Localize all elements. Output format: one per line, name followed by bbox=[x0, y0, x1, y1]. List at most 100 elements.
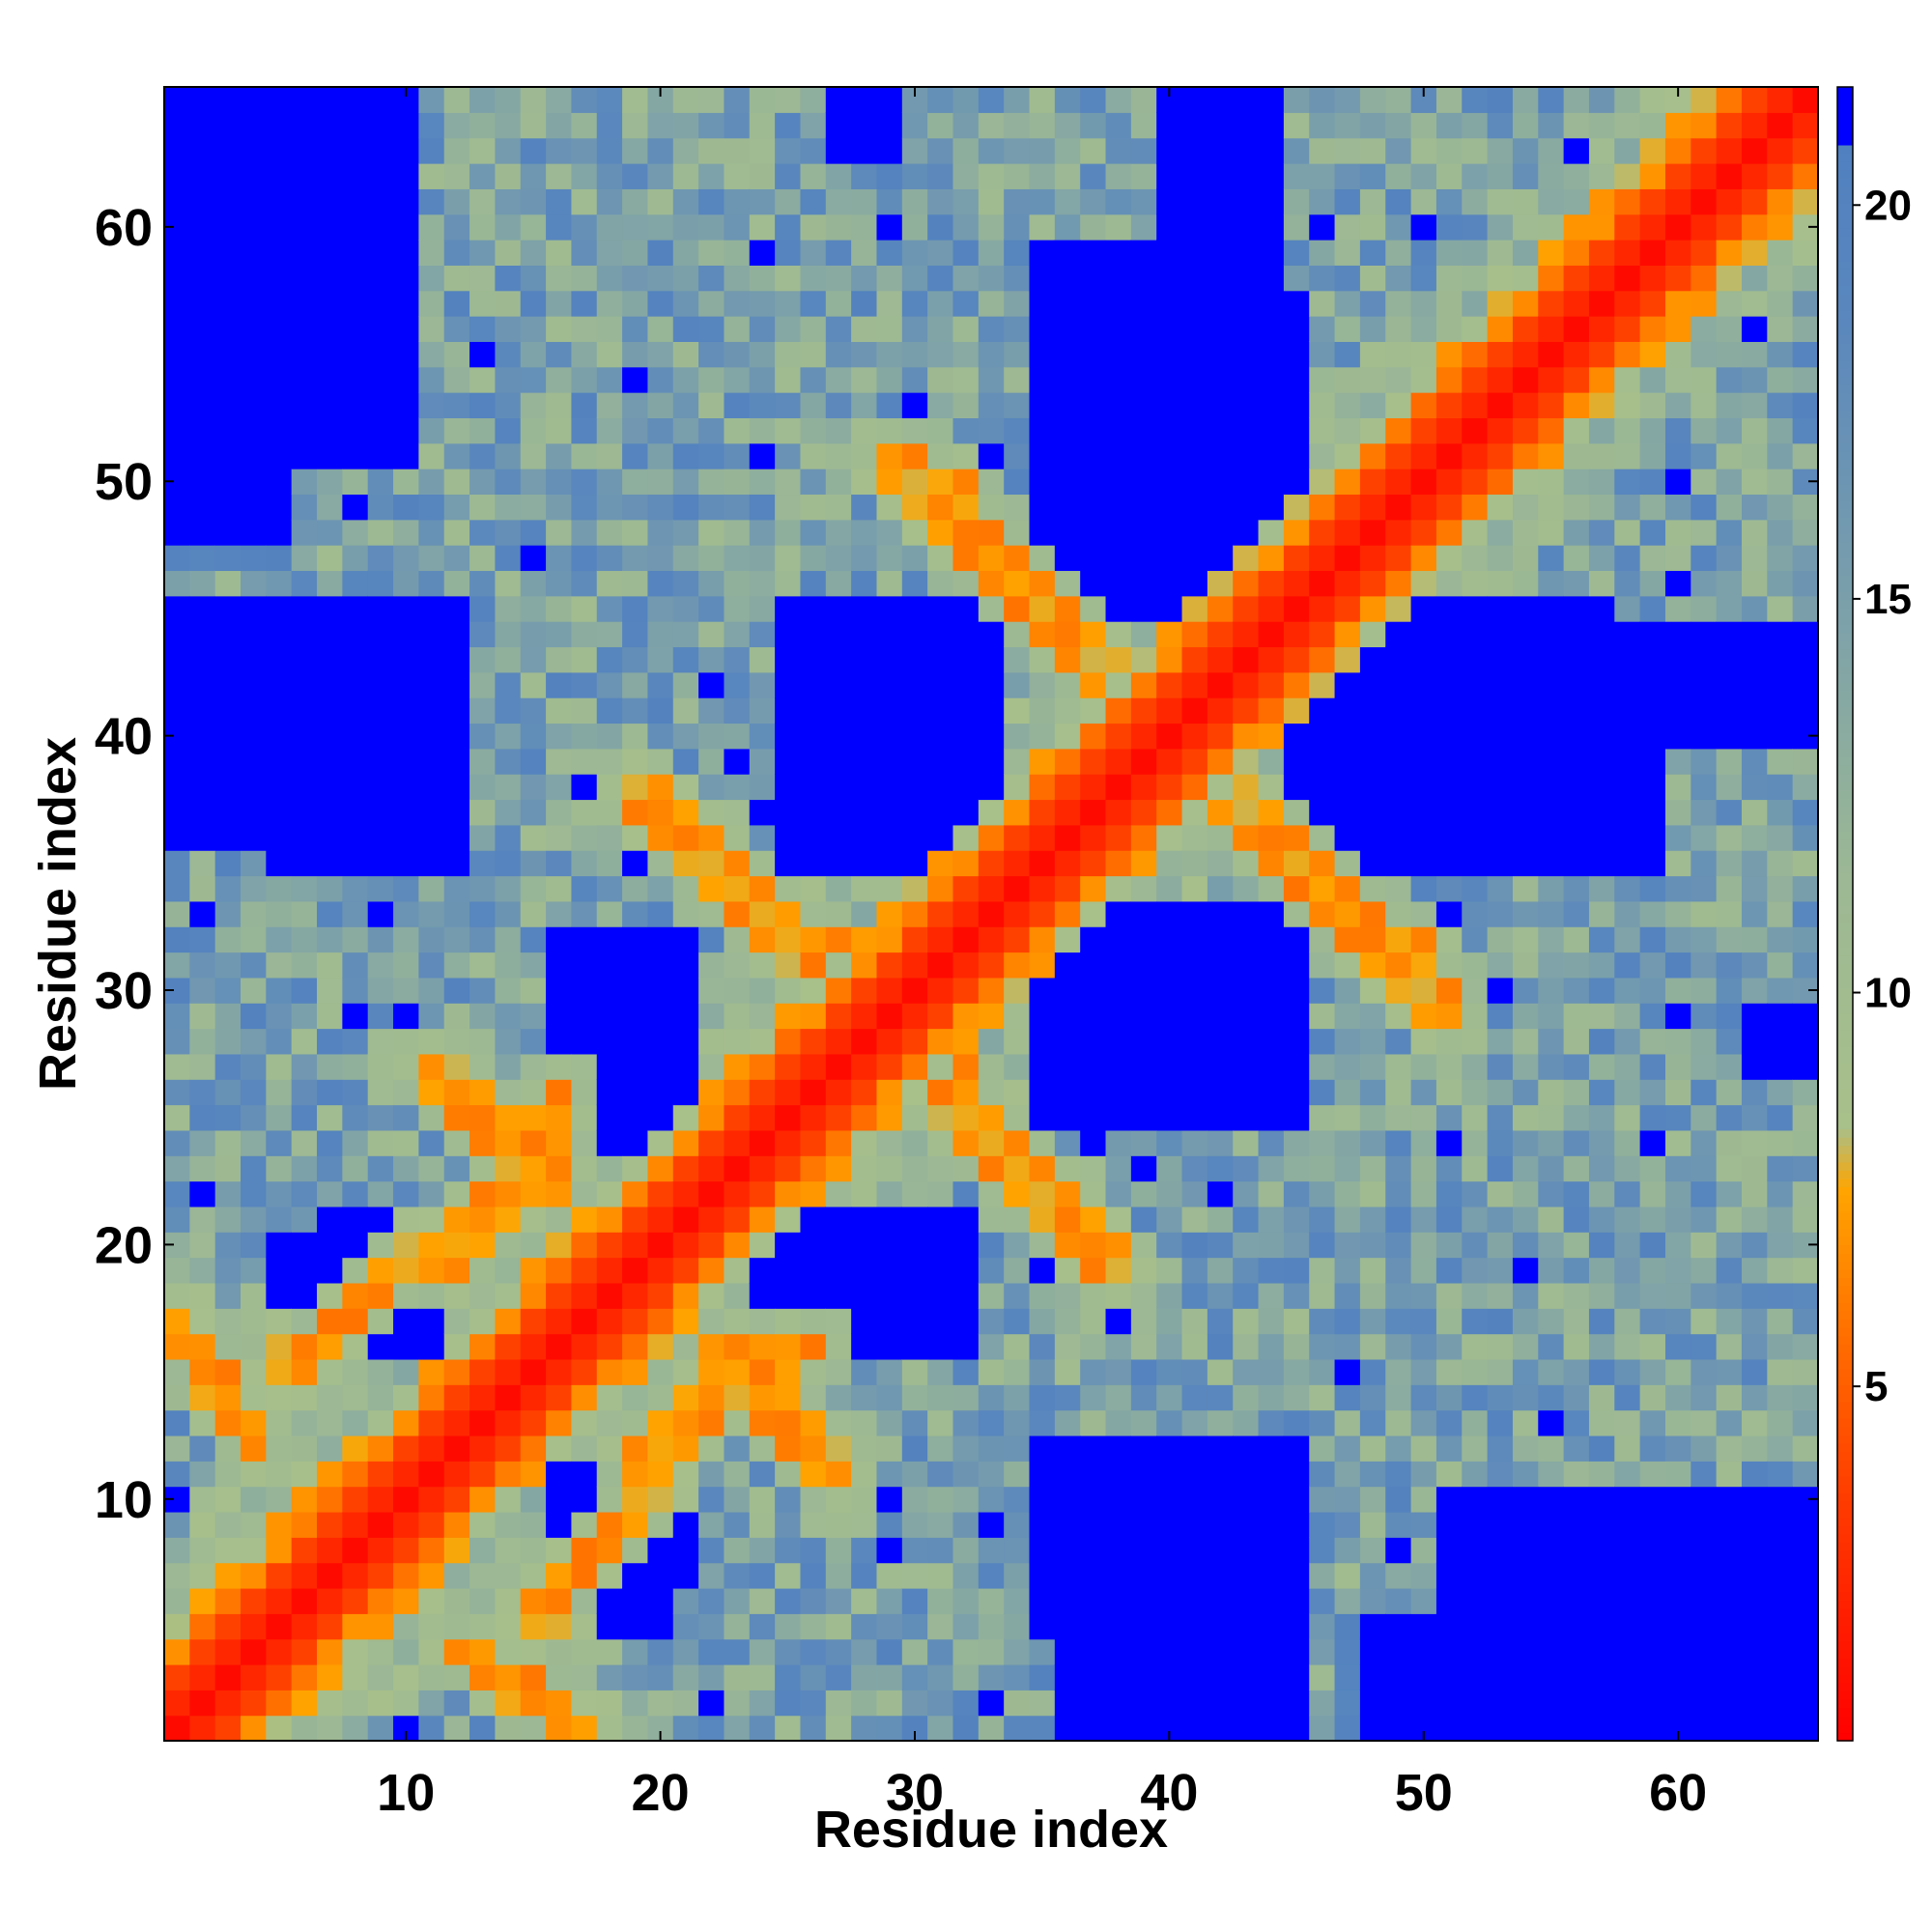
heatmap-cell bbox=[1105, 1003, 1132, 1030]
heatmap-cell bbox=[749, 1435, 776, 1462]
heatmap-cell bbox=[291, 1613, 318, 1640]
heatmap-cell bbox=[443, 1690, 470, 1717]
heatmap-cell bbox=[1029, 213, 1056, 241]
heatmap-cell bbox=[1309, 952, 1336, 979]
heatmap-cell bbox=[1054, 442, 1081, 469]
heatmap-cell bbox=[1181, 519, 1208, 546]
heatmap-cell bbox=[1462, 392, 1489, 418]
heatmap-cell bbox=[1385, 570, 1412, 597]
heatmap-cell bbox=[1207, 1715, 1234, 1742]
heatmap-cell bbox=[418, 1587, 445, 1614]
heatmap-cell bbox=[189, 1461, 216, 1488]
heatmap-cell bbox=[622, 621, 649, 648]
heatmap-cell bbox=[546, 137, 573, 164]
heatmap-cell bbox=[241, 570, 267, 597]
heatmap-cell bbox=[469, 1282, 496, 1309]
heatmap-cell bbox=[647, 621, 674, 648]
heatmap-cell bbox=[1741, 952, 1768, 979]
heatmap-cell bbox=[1614, 137, 1641, 164]
heatmap-cell bbox=[749, 469, 776, 496]
heatmap-cell bbox=[1181, 824, 1208, 851]
heatmap-cell bbox=[927, 188, 954, 215]
heatmap-cell bbox=[1105, 1562, 1132, 1589]
heatmap-cell bbox=[775, 519, 802, 546]
heatmap-cell bbox=[1385, 1384, 1412, 1411]
heatmap-cell bbox=[418, 952, 445, 979]
heatmap-cell bbox=[1359, 1384, 1386, 1411]
heatmap-cell bbox=[1614, 112, 1641, 139]
heatmap-cell bbox=[1487, 646, 1514, 673]
heatmap-cell bbox=[418, 213, 445, 241]
heatmap-cell bbox=[1233, 1461, 1260, 1488]
heatmap-cell bbox=[1512, 545, 1539, 572]
heatmap-cell bbox=[1462, 316, 1489, 342]
heatmap-cell bbox=[495, 442, 522, 469]
heatmap-cell bbox=[367, 1638, 394, 1665]
heatmap-cell bbox=[1716, 265, 1743, 292]
heatmap-cell bbox=[1181, 697, 1208, 724]
heatmap-cell bbox=[1512, 900, 1539, 927]
heatmap-cell bbox=[1410, 697, 1437, 724]
heatmap-cell bbox=[1181, 799, 1208, 826]
heatmap-cell bbox=[1130, 1435, 1157, 1462]
colorbar-segment bbox=[1837, 1063, 1853, 1072]
heatmap-cell bbox=[698, 570, 725, 597]
heatmap-cell bbox=[1512, 417, 1539, 444]
heatmap-cell bbox=[749, 265, 776, 292]
heatmap-cell bbox=[1004, 1282, 1031, 1309]
heatmap-cell bbox=[342, 1232, 369, 1259]
heatmap-cell bbox=[291, 1638, 318, 1665]
heatmap-cell bbox=[1792, 1282, 1819, 1309]
heatmap-cell bbox=[241, 188, 267, 215]
heatmap-cell bbox=[1181, 1155, 1208, 1182]
heatmap-cell bbox=[291, 494, 318, 521]
heatmap-cell bbox=[443, 977, 470, 1004]
heatmap-cell bbox=[1690, 545, 1718, 572]
heatmap-cell bbox=[495, 799, 522, 826]
heatmap-cell bbox=[1080, 1282, 1107, 1309]
heatmap-cell bbox=[367, 1206, 394, 1233]
heatmap-cell bbox=[622, 1435, 649, 1462]
heatmap-cell bbox=[495, 545, 522, 572]
heatmap-cell bbox=[851, 316, 878, 342]
heatmap-cell bbox=[1588, 290, 1615, 317]
heatmap-cell bbox=[978, 1053, 1005, 1080]
heatmap-cell bbox=[1207, 265, 1234, 292]
heatmap-cell bbox=[520, 1638, 547, 1665]
heatmap-cell bbox=[1004, 519, 1031, 546]
heatmap-cell bbox=[1563, 1511, 1590, 1538]
heatmap-cell bbox=[1410, 519, 1437, 546]
heatmap-cell bbox=[1538, 1511, 1565, 1538]
heatmap-cell bbox=[1690, 1282, 1718, 1309]
heatmap-cell bbox=[1309, 1003, 1336, 1030]
colorbar-segment bbox=[1837, 1525, 1853, 1535]
colorbar-segment bbox=[1837, 1277, 1853, 1287]
heatmap-cell bbox=[291, 621, 318, 648]
heatmap-cell bbox=[418, 442, 445, 469]
heatmap-cell bbox=[1435, 570, 1463, 597]
colorbar-segment bbox=[1837, 756, 1853, 766]
heatmap-cell bbox=[596, 213, 623, 241]
heatmap-cell bbox=[546, 1053, 573, 1080]
heatmap-cell bbox=[266, 1282, 293, 1309]
heatmap-cell bbox=[901, 1053, 928, 1080]
heatmap-cell bbox=[291, 137, 318, 164]
heatmap-cell bbox=[1181, 1104, 1208, 1131]
heatmap-cell bbox=[469, 163, 496, 189]
heatmap-cell bbox=[1054, 977, 1081, 1004]
heatmap-cell bbox=[266, 1461, 293, 1488]
heatmap-cell bbox=[546, 188, 573, 215]
heatmap-cell bbox=[1080, 188, 1107, 215]
heatmap-cell bbox=[546, 1333, 573, 1360]
heatmap-cell bbox=[851, 1129, 878, 1156]
heatmap-cell bbox=[800, 799, 827, 826]
heatmap-cell bbox=[1105, 621, 1132, 648]
heatmap-cell bbox=[1767, 1079, 1794, 1106]
heatmap-cell bbox=[978, 442, 1005, 469]
heatmap-cell bbox=[596, 1206, 623, 1233]
colorbar-segment bbox=[1837, 615, 1853, 625]
colorbar-segment bbox=[1837, 971, 1853, 981]
heatmap-cell bbox=[571, 1206, 598, 1233]
heatmap-cell bbox=[1435, 1129, 1463, 1156]
heatmap-cell bbox=[596, 1384, 623, 1411]
